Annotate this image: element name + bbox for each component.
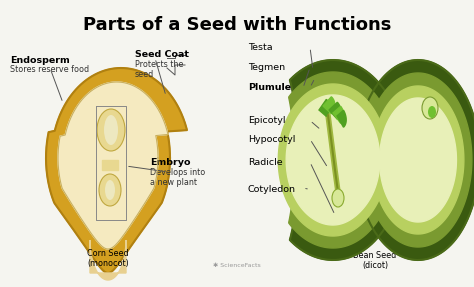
Polygon shape xyxy=(356,60,474,260)
Text: Protects the
seed: Protects the seed xyxy=(135,60,183,79)
Polygon shape xyxy=(333,106,344,123)
Text: Cotyledon: Cotyledon xyxy=(248,185,296,194)
Polygon shape xyxy=(364,73,472,247)
Ellipse shape xyxy=(428,106,436,118)
Text: Tegmen: Tegmen xyxy=(248,63,285,72)
Polygon shape xyxy=(58,82,168,249)
Text: ✱ ScienceFacts: ✱ ScienceFacts xyxy=(213,263,261,268)
Ellipse shape xyxy=(99,174,121,206)
Polygon shape xyxy=(372,86,464,234)
Polygon shape xyxy=(289,72,396,248)
Text: Testa: Testa xyxy=(248,43,273,52)
Polygon shape xyxy=(90,240,126,280)
Ellipse shape xyxy=(104,115,118,145)
Text: Seed Coat: Seed Coat xyxy=(135,50,189,59)
Text: Embryo: Embryo xyxy=(150,158,191,167)
Ellipse shape xyxy=(422,97,438,119)
Polygon shape xyxy=(102,160,118,170)
Text: Hypocotyl: Hypocotyl xyxy=(248,135,295,144)
Text: Develops into
a new plant: Develops into a new plant xyxy=(150,168,205,187)
Ellipse shape xyxy=(105,180,115,200)
Polygon shape xyxy=(380,98,456,222)
Text: Parts of a Seed with Functions: Parts of a Seed with Functions xyxy=(83,16,391,34)
Polygon shape xyxy=(46,68,187,273)
Text: Stores reserve food: Stores reserve food xyxy=(10,65,89,74)
Text: Radicle: Radicle xyxy=(248,158,283,167)
Text: Endosperm: Endosperm xyxy=(10,56,70,65)
Ellipse shape xyxy=(332,189,344,207)
Text: Epicotyl: Epicotyl xyxy=(248,116,285,125)
Text: Plumule: Plumule xyxy=(248,83,291,92)
Text: Bean Seed
(dicot): Bean Seed (dicot) xyxy=(354,251,397,270)
Polygon shape xyxy=(290,60,405,260)
Polygon shape xyxy=(323,97,335,114)
Polygon shape xyxy=(337,110,346,127)
Ellipse shape xyxy=(97,109,125,151)
Polygon shape xyxy=(286,95,380,225)
Polygon shape xyxy=(319,99,329,116)
Text: Corn Seed
(monocot): Corn Seed (monocot) xyxy=(87,249,129,268)
Polygon shape xyxy=(278,84,388,236)
Polygon shape xyxy=(329,102,341,119)
